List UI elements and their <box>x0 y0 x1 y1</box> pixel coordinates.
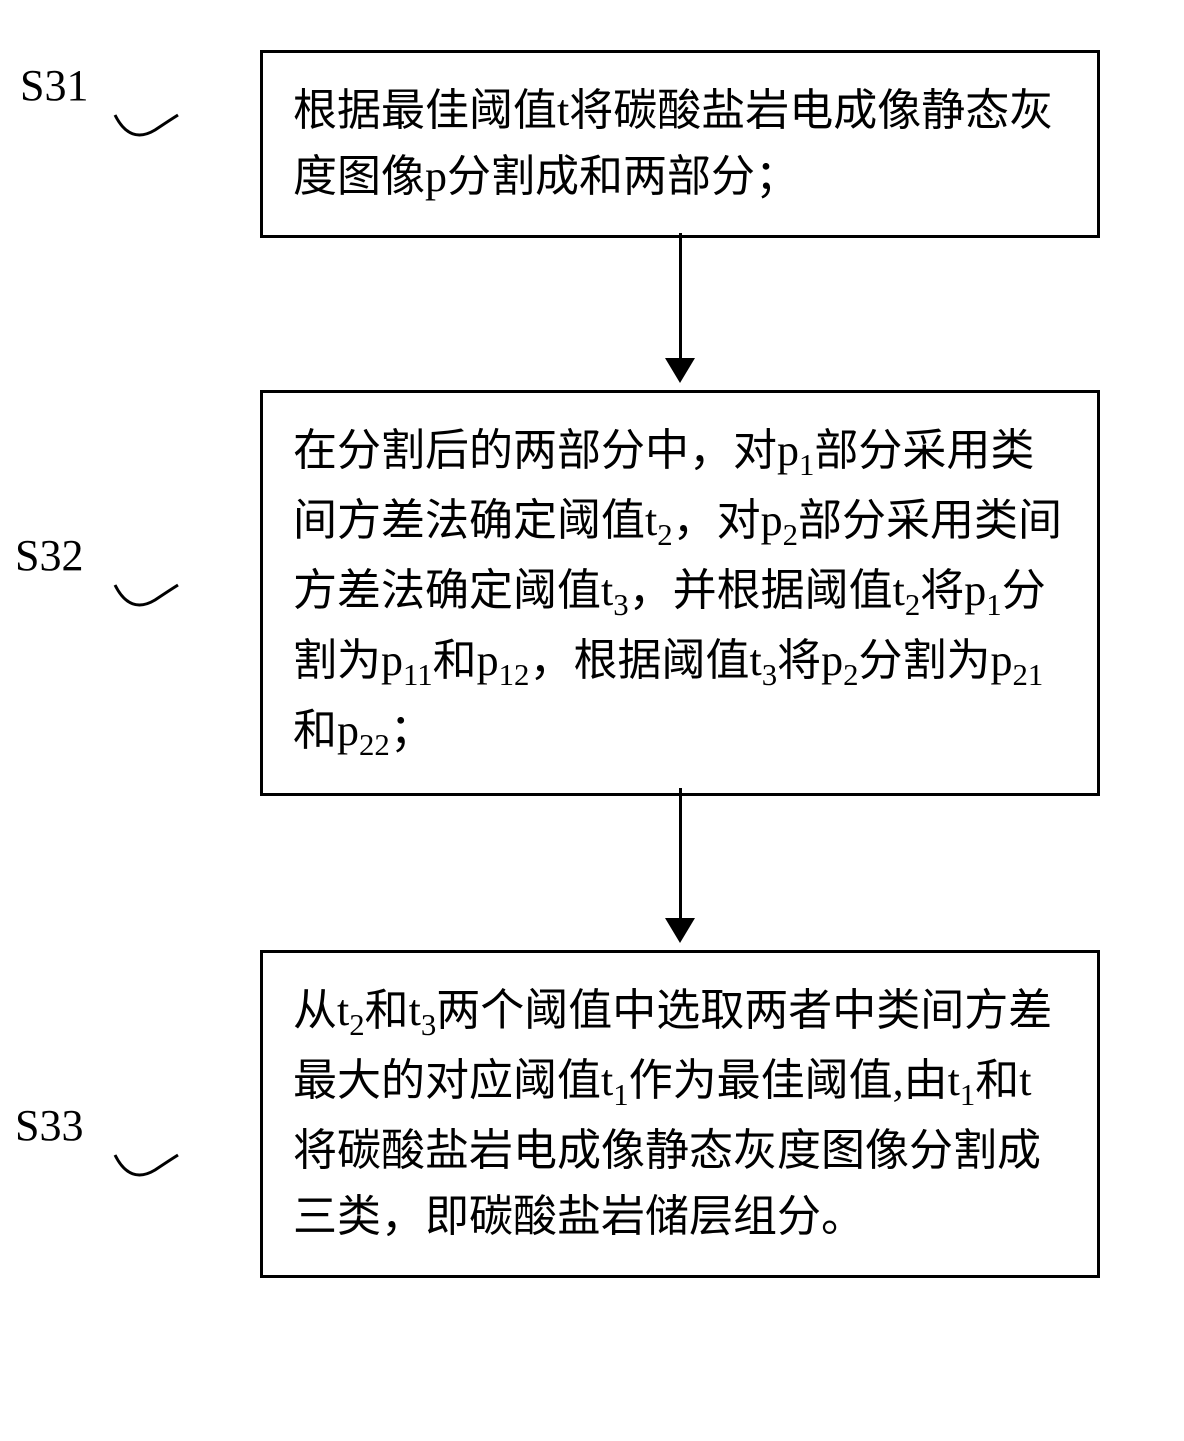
arrow-line <box>679 233 682 358</box>
arrow-head <box>665 918 695 943</box>
step-label-s32: S32 <box>15 530 83 581</box>
arrow-s31-s32 <box>665 233 695 383</box>
label-text-s31: S31 <box>20 61 88 110</box>
step-label-s33: S33 <box>15 1100 83 1151</box>
label-curve-s33 <box>110 1150 180 1190</box>
label-text-s33: S33 <box>15 1101 83 1150</box>
step-text-s33: 从t2和t3两个阈值中选取两者中类间方差最大的对应阈值t1作为最佳阈值,由t1和… <box>293 986 1052 1241</box>
step-text-s31: 根据最佳阈值t将碳酸盐岩电成像静态灰度图像p分割成和两部分； <box>293 86 1053 201</box>
step-box-s31: 根据最佳阈值t将碳酸盐岩电成像静态灰度图像p分割成和两部分； <box>260 50 1100 238</box>
arrow-head <box>665 358 695 383</box>
step-label-s31: S31 <box>20 60 88 111</box>
step-box-s33: 从t2和t3两个阈值中选取两者中类间方差最大的对应阈值t1作为最佳阈值,由t1和… <box>260 950 1100 1278</box>
step-box-s32: 在分割后的两部分中，对p1部分采用类间方差法确定阈值t2，对p2部分采用类间方差… <box>260 390 1100 796</box>
arrow-s32-s33 <box>665 788 695 943</box>
label-curve-s31 <box>110 110 180 150</box>
arrow-line <box>679 788 682 918</box>
step-text-s32: 在分割后的两部分中，对p1部分采用类间方差法确定阈值t2，对p2部分采用类间方差… <box>293 426 1062 755</box>
label-curve-s32 <box>110 580 180 620</box>
label-text-s32: S32 <box>15 531 83 580</box>
